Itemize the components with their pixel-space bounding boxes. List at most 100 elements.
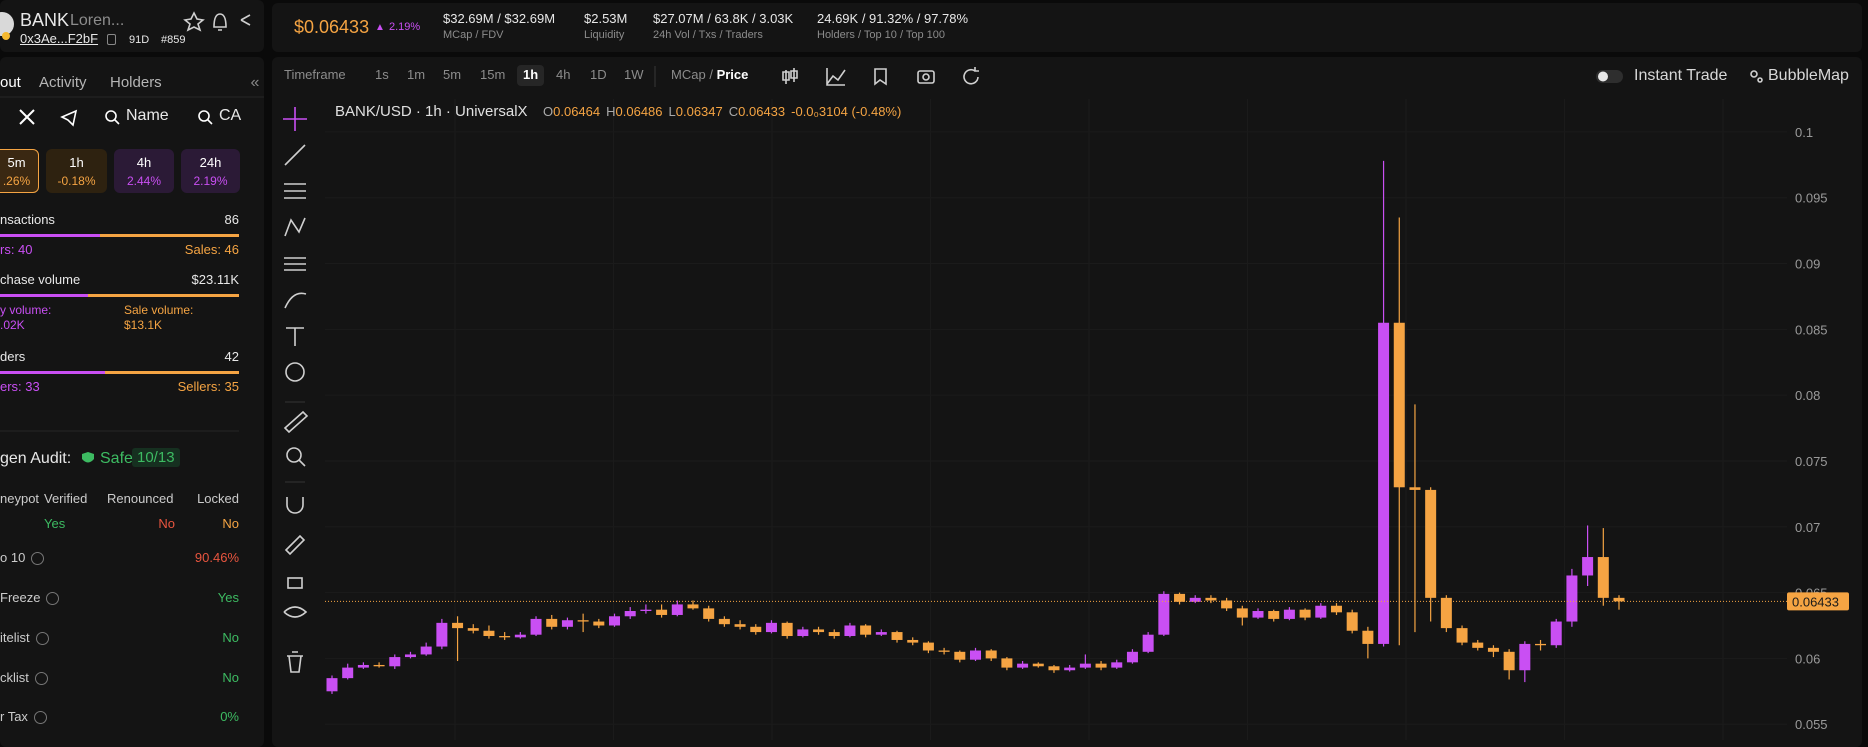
interval[interactable]: 15m <box>480 67 506 82</box>
candle-body <box>1017 663 1029 668</box>
ohlc-key: L <box>668 104 676 119</box>
y-tick-label: 0.09 <box>1795 257 1820 272</box>
candle-body <box>1111 662 1123 668</box>
candle-style-icon[interactable] <box>782 68 798 84</box>
interval[interactable]: 1W <box>624 67 644 82</box>
candle-body <box>357 664 369 668</box>
candle-body <box>1582 557 1594 576</box>
timeframe-card[interactable]: 24h 2.19% <box>181 149 240 193</box>
grid <box>325 99 1787 740</box>
x-icon[interactable] <box>19 109 35 125</box>
interval[interactable]: 1D <box>590 67 607 82</box>
bubblemap-icon[interactable] <box>1750 70 1758 78</box>
y-tick-label: 0.07 <box>1795 520 1820 535</box>
text-tool[interactable] <box>286 327 304 346</box>
ohlc-key: C <box>728 104 739 119</box>
candle-body <box>624 611 636 617</box>
projection-tool[interactable] <box>284 257 306 271</box>
search-icon[interactable] <box>198 110 210 122</box>
search-icon[interactable] <box>105 110 117 122</box>
y-tick-label: 0.08 <box>1795 388 1820 403</box>
stat-label: MCap / FDV <box>443 29 504 41</box>
brush-tool[interactable] <box>284 292 307 309</box>
candle-body <box>1519 643 1531 671</box>
audit-row-label: cklist <box>0 670 48 686</box>
audit-row-text: o 10 <box>0 550 26 565</box>
trend-line-tool[interactable] <box>284 144 306 166</box>
help-icon[interactable] <box>31 552 45 566</box>
instant-trade[interactable]: Instant Trade <box>1634 67 1728 84</box>
last-price-box <box>1787 592 1849 611</box>
chain-badge <box>2 32 10 40</box>
timeframe-card[interactable]: 5m .26% <box>0 149 39 193</box>
ohlc-key: H <box>606 104 616 119</box>
candle-body <box>970 650 981 660</box>
candle-body <box>326 678 338 692</box>
interval[interactable]: 1h <box>517 65 545 86</box>
candle-body <box>922 642 934 651</box>
timeframe-card[interactable]: 1h -0.18% <box>46 149 107 193</box>
timeframe-change: .26% <box>2 174 31 188</box>
candle-body <box>1095 663 1107 668</box>
interval[interactable]: 4h <box>556 67 571 82</box>
interval[interactable]: 1m <box>407 67 426 82</box>
mcap-mode[interactable]: MCap <box>671 67 706 82</box>
timeframe-card[interactable]: 4h 2.44% <box>114 149 174 193</box>
candle-body <box>907 639 919 643</box>
ohlc-value: 0.06486 <box>615 104 663 119</box>
collapse-icon[interactable]: « <box>251 74 260 91</box>
help-icon[interactable] <box>33 711 47 725</box>
lock-tool[interactable] <box>287 577 303 589</box>
shield-icon <box>82 452 94 463</box>
interval[interactable]: 5m <box>443 67 462 82</box>
help-icon[interactable] <box>46 592 60 606</box>
help-icon[interactable] <box>34 672 48 686</box>
sidebar-tab[interactable]: out <box>0 74 21 91</box>
audit-status: Safe <box>100 450 133 467</box>
interval[interactable]: 1s <box>375 67 389 82</box>
candle-body <box>404 654 416 658</box>
candle-body <box>1409 487 1421 490</box>
sidebar-tab[interactable]: Activity <box>39 74 87 91</box>
screenshot-icon[interactable] <box>917 70 935 84</box>
sidebar-tab[interactable]: Holders <box>110 74 162 91</box>
alert-icon[interactable] <box>213 13 227 31</box>
ruler-tool[interactable] <box>283 410 309 434</box>
search-name[interactable]: Name <box>126 107 169 124</box>
reset-icon[interactable] <box>963 67 979 85</box>
candle-body <box>1268 611 1280 619</box>
audit-row-label: r Tax <box>0 709 47 725</box>
help-icon[interactable] <box>35 632 49 646</box>
share-icon[interactable] <box>240 14 251 26</box>
candle-body <box>954 651 966 660</box>
delete-tool[interactable] <box>287 651 303 673</box>
search-ca[interactable]: CA <box>219 107 242 124</box>
search-icon-handle <box>114 119 120 125</box>
audit-flag: No <box>222 516 239 531</box>
copy-icon[interactable] <box>107 34 116 45</box>
token-header: BANK Loren... 0x3Ae...F2bF 91D #859 <box>0 0 264 52</box>
visibility-tool[interactable] <box>283 606 308 618</box>
favorite-icon[interactable] <box>183 11 205 32</box>
indicator-icon[interactable] <box>826 68 846 86</box>
audit-row-text: cklist <box>0 670 29 685</box>
audit-score: 10/13 <box>132 448 180 468</box>
telegram-icon[interactable] <box>60 109 78 127</box>
mcap-price-switch[interactable]: MCap / Price <box>671 67 749 83</box>
price-change: 2.19% <box>389 21 421 33</box>
bubble-map[interactable]: BubbleMap <box>1768 67 1849 84</box>
emoji-tool[interactable] <box>285 362 305 382</box>
buys: rs: 40 <box>0 242 33 257</box>
pattern-tool[interactable] <box>284 217 306 237</box>
price-mode[interactable]: Price <box>716 67 749 82</box>
magnet-tool[interactable] <box>286 497 304 514</box>
fib-tool[interactable] <box>284 183 306 199</box>
sell-volume: $13.1K <box>124 318 163 332</box>
lock-drawing-tool[interactable] <box>284 534 306 556</box>
candle-body <box>530 618 542 635</box>
token-address[interactable]: 0x3Ae...F2bF <box>20 31 99 46</box>
zoom-tool[interactable] <box>286 447 302 463</box>
crosshair-tool[interactable] <box>283 107 307 131</box>
candle-body <box>1472 642 1484 648</box>
bookmark-icon[interactable] <box>874 68 887 86</box>
